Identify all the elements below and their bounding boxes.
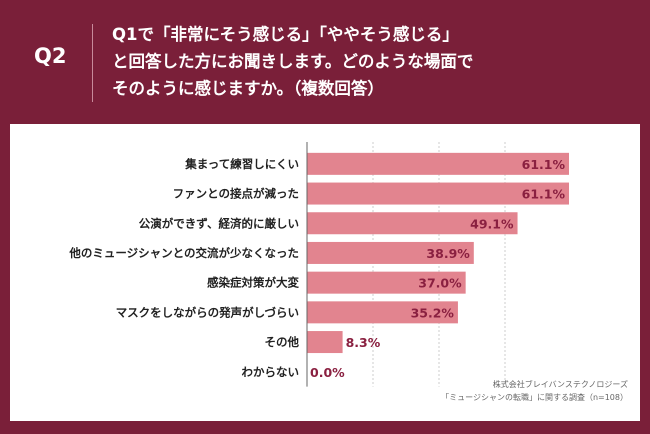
category-label: 感染症対策が大変 bbox=[207, 276, 299, 290]
category-label: 集まって練習しにくい bbox=[184, 157, 299, 171]
value-label: 61.1% bbox=[522, 157, 566, 172]
category-label: その他 bbox=[265, 335, 300, 349]
value-label: 0.0% bbox=[310, 365, 345, 380]
category-label: マスクをしながらの発声がしづらい bbox=[116, 305, 299, 319]
chart-card: 集まって練習しにくい 61.1% ファンとの接点が減った 61.1% 公演ができず、経済… bbox=[10, 124, 640, 421]
question-text: Q1で「非常にそう感じる」「ややそう感じる」 と回答した方にお聞きします。どのよ… bbox=[112, 21, 632, 102]
value-label: 8.3% bbox=[346, 335, 381, 350]
source-survey: 「ミュージシャンの転職」に関する調査（n=108） bbox=[441, 393, 628, 402]
category-label: 他のミュージシャンとの交流が少なくなった bbox=[68, 246, 299, 260]
bravance-logo: braVance bbox=[12, 404, 86, 422]
bar bbox=[307, 301, 458, 324]
bar bbox=[307, 331, 343, 354]
category-label: ファンとの接点が減った bbox=[173, 187, 299, 201]
question-line-1: Q1で「非常にそう感じる」「ややそう感じる」 bbox=[112, 25, 459, 44]
value-label: 61.1% bbox=[522, 187, 566, 202]
bar bbox=[307, 271, 466, 294]
value-label: 35.2% bbox=[411, 305, 455, 320]
bar bbox=[307, 241, 474, 264]
source-company: 株式会社ブレイバンステクノロジーズ bbox=[492, 380, 628, 389]
question-line-2: と回答した方にお聞きします。どのような場面で bbox=[112, 52, 474, 71]
bar bbox=[307, 212, 518, 235]
value-label: 37.0% bbox=[418, 276, 462, 291]
header-divider bbox=[92, 24, 93, 102]
bar bbox=[307, 152, 569, 175]
question-line-3: そのように感じますか。（複数回答） bbox=[112, 79, 384, 98]
bar-chart: 集まって練習しにくい 61.1% ファンとの接点が減った 61.1% 公演ができず、経済… bbox=[68, 142, 569, 387]
value-label: 49.1% bbox=[470, 216, 514, 231]
value-label: 38.9% bbox=[426, 246, 470, 261]
question-header: Q2 Q1で「非常にそう感じる」「ややそう感じる」 と回答した方にお聞きします。… bbox=[0, 0, 650, 122]
bar bbox=[307, 182, 569, 205]
question-number: Q2 bbox=[34, 44, 67, 68]
category-label: 公演ができず、経済的に厳しい bbox=[139, 216, 299, 230]
category-label: わからない bbox=[242, 365, 300, 379]
